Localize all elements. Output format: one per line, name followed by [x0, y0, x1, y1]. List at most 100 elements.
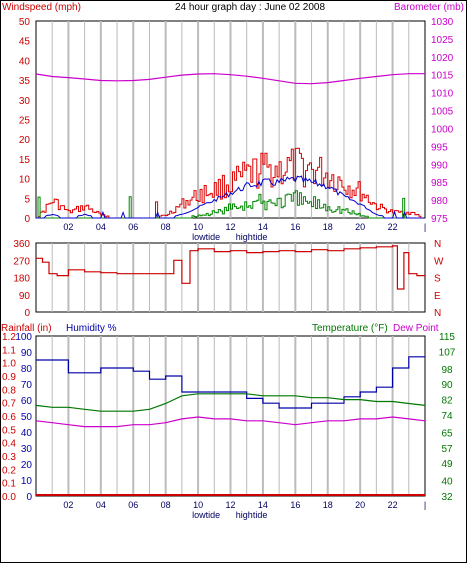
direction-tick-label: 180: [13, 274, 30, 285]
rain-tick-label: 0.7: [2, 399, 16, 410]
wind-tick-label: 15: [19, 155, 31, 166]
baro-tick-label: 1015: [431, 71, 454, 82]
wind-tick-label: 5: [24, 194, 30, 205]
direction-tick-label: 90: [19, 291, 31, 302]
direction-tick-label: 0: [24, 308, 30, 319]
barometer-axis-title: Barometer (mb): [394, 2, 464, 13]
rain-tick-label: 0.9: [2, 372, 16, 383]
rain-tick-label: 0.6: [2, 412, 16, 423]
x-tick-label: 02: [63, 500, 73, 510]
temperature-tick-label: 90: [441, 380, 453, 391]
humidity-axis-title: Humidity %: [66, 323, 117, 334]
barometer-line: [35, 73, 425, 85]
humidity-tick-label: 90: [21, 348, 33, 359]
rain-tick-label: 0.5: [2, 425, 16, 436]
baro-tick-label: 1000: [431, 124, 454, 135]
wind-tick-label: 25: [19, 116, 31, 127]
humidity-tick-label: 10: [21, 476, 33, 487]
rain-tick-label: 1.2: [2, 332, 16, 343]
x-tick-label: |: [424, 222, 426, 232]
baro-tick-label: 1030: [431, 17, 454, 28]
hightide-label: hightide: [236, 232, 268, 242]
humidity-tick-label: 50: [21, 412, 33, 423]
wind-tick-label: 45: [19, 37, 31, 48]
rain-tick-label: 0.4: [2, 439, 16, 450]
rain-tick-label: 0.8: [2, 385, 16, 396]
direction-line: [36, 245, 425, 290]
rain-tick-label: 1.1: [2, 345, 16, 356]
baro-tick-label: 985: [431, 178, 448, 189]
rain-tick-label: 1.0: [2, 359, 16, 370]
x-tick-label: 20: [355, 222, 365, 232]
rain-tick-label: 0.2: [2, 465, 16, 476]
x-tick-label: 12: [225, 222, 235, 232]
compass-label: W: [434, 256, 444, 267]
x-tick-label: 18: [323, 222, 333, 232]
wind-tick-label: 20: [19, 135, 31, 146]
compass-label: N: [434, 308, 441, 319]
temperature-tick-label: 98: [441, 365, 453, 376]
baro-tick-label: 995: [431, 142, 448, 153]
wind-tick-label: 40: [19, 56, 31, 67]
baro-tick-label: 1025: [431, 35, 454, 46]
x-tick-label: 18: [323, 500, 333, 510]
x-tick-label: 20: [355, 500, 365, 510]
humidity-tick-label: 80: [21, 364, 33, 375]
x-tick-label: 22: [388, 222, 398, 232]
wind-avg-line: [36, 175, 423, 219]
temperature-tick-label: 65: [441, 428, 453, 439]
baro-tick-label: 975: [431, 214, 448, 225]
x-tick-label: 10: [193, 500, 203, 510]
x-tick-label: 14: [258, 500, 268, 510]
temperature-tick-label: 40: [441, 477, 453, 488]
direction-tick-label: 270: [13, 256, 30, 267]
humidity-tick-label: 30: [21, 444, 33, 455]
lowtide-label: lowtide: [192, 232, 220, 242]
temperature-tick-label: 49: [441, 459, 453, 470]
x-tick-label: |: [424, 500, 426, 510]
temperature-tick-label: 74: [441, 411, 453, 422]
temperature-tick-label: 107: [439, 347, 456, 358]
temperature-tick-label: 57: [441, 444, 453, 455]
x-tick-label: 08: [161, 500, 171, 510]
baro-tick-label: 980: [431, 196, 448, 207]
rain-tick-label: 0.3: [2, 452, 16, 463]
temperature-line: [35, 393, 426, 412]
hightide-label: hightide: [236, 510, 268, 520]
x-tick-label: 04: [96, 500, 106, 510]
x-tick-label: 08: [161, 222, 171, 232]
baro-tick-label: 1020: [431, 53, 454, 64]
x-tick-label: 04: [96, 222, 106, 232]
dewpoint-axis-title: Dew Point: [393, 323, 439, 334]
wind-tick-label: 30: [19, 96, 31, 107]
humidity-tick-label: 20: [21, 460, 33, 471]
humidity-tick-label: 100: [15, 332, 32, 343]
x-tick-label: 16: [290, 500, 300, 510]
graph-title: 24 hour graph day : June 02 2008: [175, 2, 326, 13]
temperature-tick-label: 82: [441, 396, 453, 407]
wind-tick-label: 50: [19, 17, 31, 28]
x-tick-label: 02: [63, 222, 73, 232]
wind-gust-line: [36, 147, 423, 219]
temperature-tick-label: 115: [439, 332, 455, 343]
humidity-tick-label: 40: [21, 428, 33, 439]
temperature-tick-label: 32: [441, 492, 453, 503]
x-tick-label: 14: [258, 222, 268, 232]
humidity-tick-label: 0: [26, 492, 32, 503]
windspeed-axis-title: Windspeed (mph): [2, 2, 81, 13]
wind-tick-label: 10: [19, 175, 31, 186]
humidity-line: [36, 356, 425, 409]
lowtide-label: lowtide: [192, 510, 220, 520]
compass-label: N: [434, 239, 441, 250]
dewpoint-line: [35, 416, 426, 428]
rain-axis-title: Rainfall (in): [1, 323, 52, 334]
x-tick-label: 12: [225, 500, 235, 510]
compass-label: S: [434, 274, 441, 285]
humidity-tick-label: 70: [21, 380, 33, 391]
baro-tick-label: 1005: [431, 107, 454, 118]
x-tick-label: 06: [128, 500, 138, 510]
x-tick-label: 10: [193, 222, 203, 232]
compass-label: E: [434, 291, 441, 302]
temperature-axis-title: Temperature (°F): [312, 323, 388, 334]
